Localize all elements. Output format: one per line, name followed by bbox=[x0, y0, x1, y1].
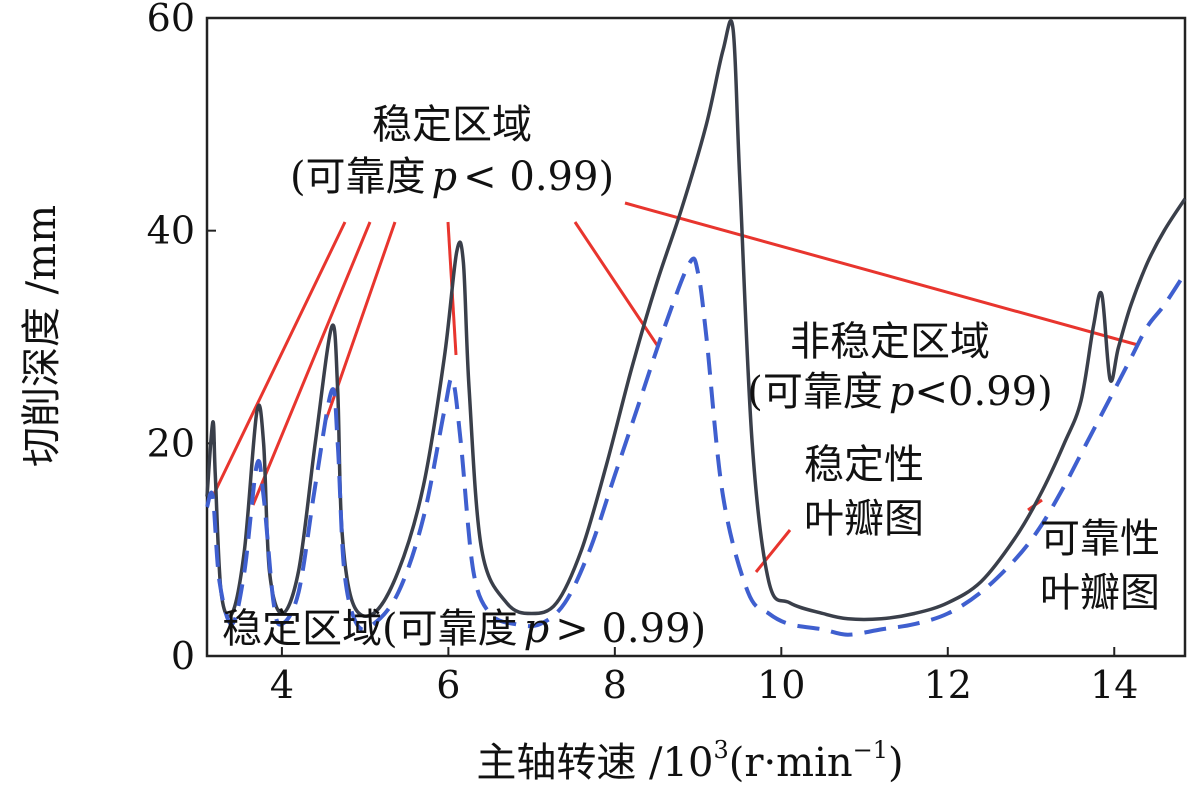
pointer-line-stable-1 bbox=[210, 221, 347, 499]
reliability-lobe-label-1: 可靠性 bbox=[1040, 516, 1160, 562]
reliability-lobe-label-2: 叶瓣图 bbox=[1040, 570, 1160, 616]
y-tick-label: 60 bbox=[147, 0, 195, 40]
axis-ticks: 4 6 8 10 12 14 0 20 40 60 bbox=[147, 0, 1139, 707]
plot-frame bbox=[205, 16, 1187, 658]
x-tick-label: 12 bbox=[924, 663, 972, 707]
stable-region-upper-label: 稳定区域 bbox=[372, 102, 532, 148]
x-tick-label: 6 bbox=[436, 663, 460, 707]
y-tick-label: 0 bbox=[171, 634, 195, 678]
stable-region-lower-label: 稳定区域(可靠度 p > 0.99) bbox=[222, 606, 706, 652]
x-tick-label: 4 bbox=[270, 663, 294, 707]
reliability-lobe-line bbox=[205, 256, 1187, 637]
unstable-region-reliability: (可靠度 p<0.99) bbox=[747, 369, 1052, 415]
y-axis-title: 切削深度 /mm bbox=[19, 205, 65, 467]
pointer-line-unstable bbox=[624, 201, 1139, 347]
stability-lobe-label-2: 叶瓣图 bbox=[804, 496, 924, 542]
x-axis-title: 主轴转速 /103(r·min−1) bbox=[476, 736, 903, 786]
pointer-line-stable-2 bbox=[251, 221, 372, 506]
x-tick-label: 8 bbox=[603, 663, 627, 707]
stability-lobe-line bbox=[205, 19, 1187, 622]
stable-region-upper-reliability: (可靠度 p < 0.99) bbox=[290, 154, 614, 200]
stability-lobe-label-1: 稳定性 bbox=[804, 442, 924, 488]
y-tick-label: 20 bbox=[147, 421, 195, 465]
x-tick-label: 14 bbox=[1090, 663, 1138, 707]
y-tick-label: 40 bbox=[147, 209, 195, 253]
unstable-region-label: 非稳定区域 bbox=[790, 319, 990, 365]
pointer-line-stability-lobe bbox=[754, 529, 792, 573]
x-tick-label: 10 bbox=[757, 663, 805, 707]
